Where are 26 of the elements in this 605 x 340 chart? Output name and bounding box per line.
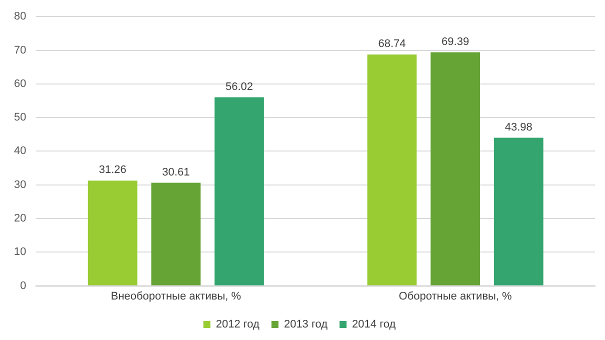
y-tick-label: 10 [14, 246, 26, 258]
bar [214, 97, 264, 286]
y-tick-label: 70 [14, 44, 26, 56]
x-tick-label: Оборотные активы, % [398, 290, 512, 302]
y-tick-label: 30 [14, 178, 26, 191]
bar [494, 138, 544, 286]
legend-label: 2013 год [284, 318, 328, 331]
y-tick-label: 50 [14, 112, 26, 124]
data-label: 56.02 [225, 80, 254, 93]
data-label: 69.39 [442, 36, 470, 48]
legend-label: 2014 год [352, 318, 396, 331]
bar [367, 54, 417, 286]
y-tick-label: 0 [20, 280, 26, 292]
data-label: 31.26 [98, 164, 126, 176]
y-tick-label: 20 [14, 212, 26, 225]
y-tick-label: 40 [14, 145, 26, 158]
data-label: 30.61 [162, 166, 190, 178]
bar [88, 180, 138, 286]
y-tick-label: 80 [14, 10, 26, 23]
data-label: 43.98 [504, 121, 532, 134]
legend-label: 2012 год [216, 318, 260, 331]
y-tick-label: 60 [14, 78, 26, 90]
bar [430, 52, 480, 286]
bar [151, 182, 201, 286]
x-tick-label: Внеоборотные активы, % [110, 290, 242, 302]
data-label: 68.74 [378, 38, 406, 50]
